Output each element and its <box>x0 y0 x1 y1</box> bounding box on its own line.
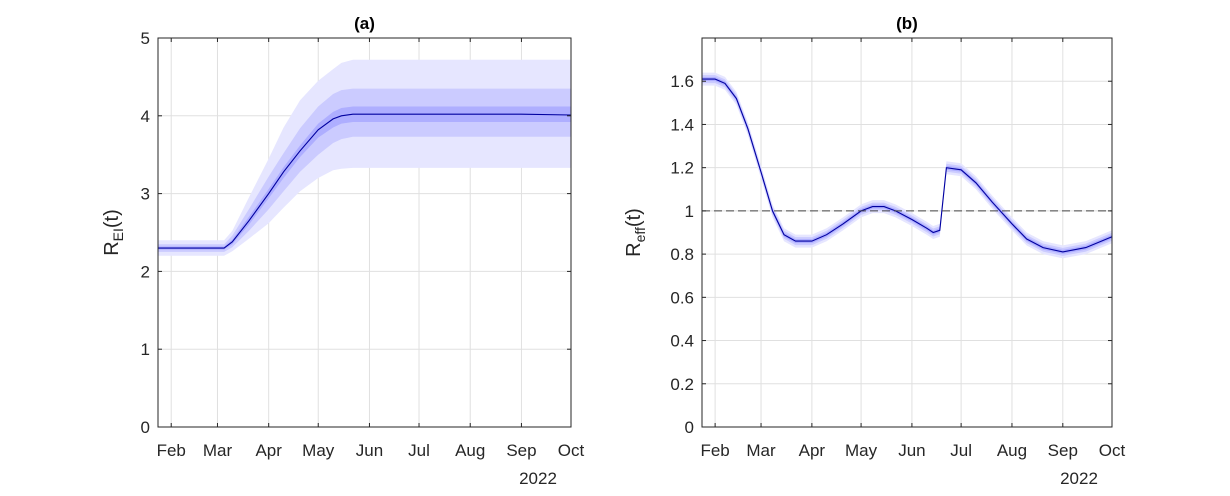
x-tick-label: Jun <box>356 441 383 460</box>
x-tick-label: Jul <box>950 441 972 460</box>
panel-a: Feb Mar Apr May Jun Jul Aug Sep Oct 0 1 2 3 4 5 2022 (a)… <box>101 14 584 488</box>
confidence-band-inner <box>158 106 571 250</box>
panel-title: (b) <box>896 14 918 33</box>
x-tick-label: Mar <box>746 441 776 460</box>
y-axis-label-subscript: eff <box>632 227 648 242</box>
y-tick-label: 0.8 <box>670 245 694 264</box>
series-line <box>158 113 572 249</box>
axes-box <box>157 37 572 428</box>
confidence-band-outer <box>702 72 1112 259</box>
x-tick-label: Sep <box>506 441 536 460</box>
x-tick-label: Apr <box>799 441 826 460</box>
x-tick-label: Feb <box>157 441 186 460</box>
x-tick-label: Mar <box>203 441 233 460</box>
x-tick-label: Sep <box>1048 441 1078 460</box>
y-axis-label-main: R <box>623 242 645 256</box>
y-tick-label: 2 <box>141 262 150 281</box>
y-tick-label: 1.4 <box>670 115 694 134</box>
x-tick-label: May <box>845 441 878 460</box>
y-axis-label: REI(t) <box>101 209 126 256</box>
x-tick-label: Aug <box>455 441 485 460</box>
y-tick-label: 1 <box>685 202 694 221</box>
y-tick-label: 1.6 <box>670 72 694 91</box>
x-tick-label: Aug <box>997 441 1027 460</box>
confidence-band-middle <box>702 75 1112 256</box>
x-tick-label: Apr <box>255 441 282 460</box>
y-axis-label-main: R <box>101 241 123 255</box>
x-tick-label: Oct <box>1099 441 1126 460</box>
y-tick-label: 1 <box>141 340 150 359</box>
y-tick-label: 3 <box>141 185 150 204</box>
confidence-band-inner <box>702 77 1112 254</box>
axes-box <box>701 37 1113 428</box>
x-tick-label: Jul <box>408 441 430 460</box>
y-tick-label: 5 <box>141 29 150 48</box>
x-year-label: 2022 <box>519 469 557 488</box>
y-tick-label: 0 <box>685 418 694 437</box>
y-tick-label: 0.4 <box>670 332 694 351</box>
x-year-label: 2022 <box>1060 469 1098 488</box>
series-line <box>702 78 1113 253</box>
x-tick-label: Jun <box>898 441 925 460</box>
y-tick-label: 0.6 <box>670 288 694 307</box>
x-tick-label: Feb <box>700 441 729 460</box>
confidence-band-middle <box>158 88 571 252</box>
panel-title: (a) <box>354 14 375 33</box>
y-tick-label: 0 <box>141 418 150 437</box>
y-axis-label: Reff(t) <box>623 208 648 257</box>
panel-b: Feb Mar Apr May Jun Jul Aug Sep Oct 0 0.2 0.4 0.6 0.8… <box>623 14 1125 488</box>
y-axis-label-suffix: (t) <box>101 209 123 228</box>
y-tick-label: 1.2 <box>670 159 694 178</box>
y-axis-label-subscript: EI <box>110 228 126 241</box>
y-tick-label: 0.2 <box>670 375 694 394</box>
y-axis-label-suffix: (t) <box>623 208 645 227</box>
x-tick-label: Oct <box>558 441 585 460</box>
y-tick-label: 4 <box>141 107 150 126</box>
x-tick-label: May <box>302 441 335 460</box>
